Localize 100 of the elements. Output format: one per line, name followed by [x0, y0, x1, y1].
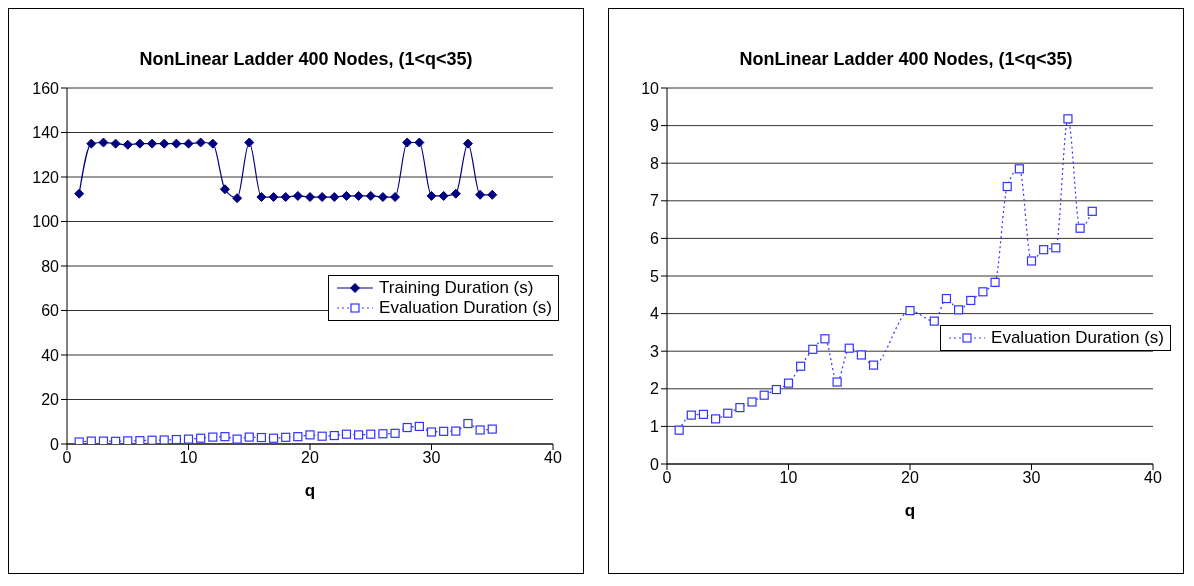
point — [317, 192, 328, 203]
point — [280, 192, 291, 203]
point — [674, 425, 684, 435]
point — [905, 305, 915, 316]
point — [426, 427, 437, 437]
y-tick-label: 140 — [32, 124, 60, 142]
point — [711, 414, 721, 424]
point — [487, 424, 497, 434]
point — [439, 426, 449, 436]
point — [941, 293, 952, 304]
point — [183, 138, 194, 149]
point — [244, 137, 255, 148]
point — [232, 193, 243, 204]
point — [341, 429, 352, 439]
point — [414, 421, 424, 432]
point — [244, 432, 254, 442]
y-tick-label: 8 — [650, 154, 660, 172]
point — [305, 430, 315, 440]
chart-title: NonLinear Ladder 400 Nodes, (1<q<35) — [138, 49, 474, 70]
point — [426, 190, 437, 201]
point — [208, 432, 218, 442]
point — [207, 138, 218, 149]
point — [978, 287, 988, 297]
y-tick-label: 7 — [650, 192, 660, 210]
point — [256, 192, 267, 203]
point — [354, 430, 364, 440]
x-tick-label: 30 — [422, 449, 441, 467]
point — [292, 190, 303, 201]
legend-label: Training Duration (s) — [379, 278, 534, 298]
point — [256, 432, 266, 443]
point — [159, 138, 170, 149]
chart-title: NonLinear Ladder 400 Nodes, (1<q<35) — [738, 49, 1074, 70]
point — [341, 190, 352, 201]
point — [475, 189, 486, 200]
point — [868, 360, 879, 370]
point — [232, 434, 242, 444]
point — [220, 432, 230, 442]
point — [74, 437, 84, 444]
point — [1026, 256, 1037, 266]
point — [98, 137, 109, 148]
x-tick-label: 40 — [544, 449, 562, 467]
legend-label: Evaluation Duration (s) — [991, 328, 1164, 348]
point — [171, 434, 181, 444]
point — [353, 190, 364, 201]
x-tick-label: 20 — [901, 469, 919, 487]
point — [195, 137, 206, 148]
y-tick-label: 120 — [32, 168, 60, 186]
point — [317, 431, 327, 441]
y-tick-label: 100 — [32, 213, 60, 231]
point — [122, 139, 133, 150]
y-tick-label: 2 — [650, 380, 660, 398]
y-tick-label: 160 — [32, 79, 60, 97]
y-tick-label: 40 — [41, 346, 60, 364]
point — [844, 343, 854, 353]
point — [438, 190, 449, 201]
point — [86, 138, 97, 149]
point — [111, 436, 121, 444]
y-tick-label: 10 — [641, 79, 660, 97]
y-tick-label: 6 — [650, 230, 660, 248]
point — [966, 295, 976, 306]
point — [281, 432, 291, 442]
point — [414, 137, 425, 148]
point — [293, 432, 303, 442]
point — [747, 397, 757, 407]
point — [990, 277, 1000, 287]
point — [771, 384, 781, 395]
y-tick-label: 5 — [650, 267, 660, 285]
x-tick-label: 10 — [779, 469, 798, 487]
point — [1087, 206, 1097, 216]
point — [123, 436, 133, 444]
point — [929, 316, 939, 326]
point — [329, 192, 340, 203]
legend-label: Evaluation Duration (s) — [379, 298, 552, 318]
x-axis-title: q — [904, 501, 916, 520]
point — [171, 138, 182, 149]
point — [98, 436, 109, 444]
x-tick-label: 0 — [662, 469, 672, 487]
point — [147, 138, 158, 149]
point — [954, 305, 964, 315]
y-tick-label: 20 — [41, 391, 60, 409]
point — [219, 184, 230, 195]
point — [268, 192, 279, 203]
point — [723, 408, 733, 418]
point — [147, 435, 157, 444]
x-tick-label: 40 — [1144, 469, 1162, 487]
point — [183, 434, 194, 444]
point — [686, 410, 696, 420]
point — [487, 189, 498, 200]
point — [378, 429, 388, 439]
point — [402, 137, 413, 148]
point — [110, 138, 121, 149]
point — [463, 418, 473, 429]
point — [1051, 243, 1061, 253]
point — [451, 426, 461, 436]
x-tick-label: 0 — [62, 449, 72, 467]
point — [735, 403, 745, 413]
point — [856, 350, 866, 360]
x-tick-label: 10 — [179, 449, 198, 467]
point — [832, 377, 842, 387]
point — [1002, 181, 1012, 192]
